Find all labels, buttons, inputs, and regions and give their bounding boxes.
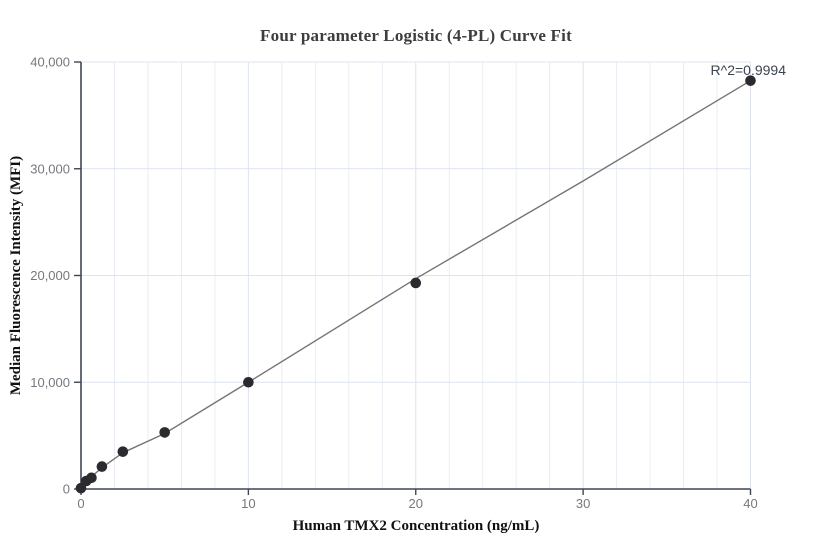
y-tick-label: 0 — [63, 482, 70, 497]
y-tick-label: 30,000 — [30, 161, 70, 176]
x-tick-label: 30 — [576, 496, 590, 511]
data-point — [243, 376, 254, 388]
y-axis-title: Median Fluorescence Intensity (MFI) — [8, 155, 24, 396]
chart-title: Four parameter Logistic (4-PL) Curve Fit — [260, 26, 572, 45]
r-squared-annotation: R^2=0.9994 — [710, 62, 786, 78]
y-tick-label: 10,000 — [30, 375, 70, 390]
x-tick-label: 20 — [409, 496, 423, 511]
data-point — [159, 427, 170, 438]
data-point — [117, 446, 129, 457]
data-point — [96, 461, 108, 472]
y-tick-label: 40,000 — [30, 55, 70, 70]
x-axis-title: Human TMX2 Concentration (ng/mL) — [292, 518, 540, 534]
data-point — [410, 277, 422, 289]
x-tick-label: 10 — [241, 496, 255, 511]
y-tick-label: 20,000 — [30, 268, 70, 283]
x-tick-label: 0 — [77, 496, 84, 511]
data-point — [86, 472, 97, 484]
data-point — [745, 75, 756, 86]
x-tick-label: 40 — [743, 496, 757, 511]
